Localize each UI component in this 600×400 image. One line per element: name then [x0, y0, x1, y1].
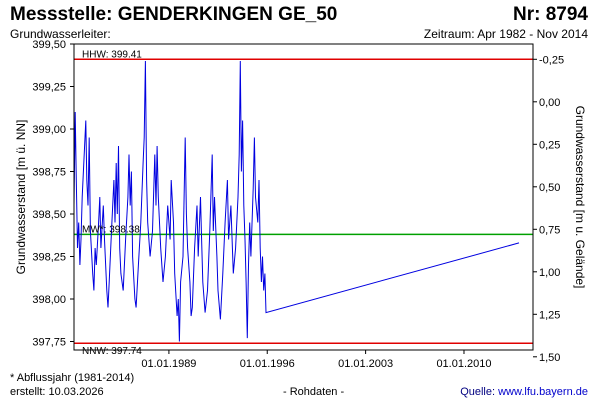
- y-tick-label: 398,25: [32, 252, 66, 264]
- y2-tick-label: 1,00: [539, 267, 560, 279]
- y2-tick-label: 0,50: [539, 182, 560, 194]
- source: Quelle: www.lfu.bayern.de: [460, 386, 588, 398]
- series-line: [73, 60, 520, 342]
- period-label: Zeitraum: Apr 1982 - Nov 2014: [423, 27, 588, 41]
- x-tick-label: 01.01.2003: [338, 358, 393, 370]
- plot-frame: [73, 43, 534, 351]
- y-tick-label: 399,00: [32, 124, 66, 136]
- y2-axis-title: Grundwasserstand [m u. Gelände]: [573, 106, 587, 289]
- y-axis-title: Grundwasserstand [m ü. NN]: [14, 120, 28, 275]
- x-tick-label: 01.01.2010: [436, 358, 491, 370]
- y-tick-label: 399,50: [32, 39, 66, 51]
- station-number: Nr: 8794: [513, 4, 588, 25]
- x-tick-label: 01.01.1996: [240, 358, 295, 370]
- y2-tick-label: 0,25: [539, 139, 560, 151]
- x-tick-label: 01.01.1989: [141, 358, 196, 370]
- y-tick-label: 398,50: [32, 209, 66, 221]
- source-label: Quelle:: [460, 386, 496, 398]
- y-tick-label: 399,25: [32, 82, 66, 94]
- y2-tick-label: 0,00: [539, 97, 560, 109]
- aquifer-label: Grundwasserleiter:: [10, 27, 111, 41]
- page-title: Messstelle: GENDERKINGEN GE_50: [10, 4, 338, 25]
- y-tick-label: 398,00: [32, 294, 66, 306]
- y2-tick-label: 1,50: [539, 352, 560, 364]
- y2-tick-label: 1,25: [539, 309, 560, 321]
- reference-label: NNW: 397.74: [82, 346, 142, 357]
- created-date: erstellt: 10.03.2026: [10, 386, 104, 398]
- y-tick-label: 397,75: [32, 337, 66, 349]
- reference-label: HHW: 399.41: [82, 49, 142, 60]
- footnote: * Abflussjahr (1981-2014): [10, 372, 135, 384]
- rawdata-label: - Rohdaten -: [283, 386, 345, 398]
- source-link[interactable]: www.lfu.bayern.de: [498, 386, 588, 398]
- reference-label: MW*: 398.38: [82, 224, 140, 235]
- y2-tick-label: 0,75: [539, 224, 560, 236]
- y2-tick-label: -0,25: [539, 54, 564, 66]
- y-tick-label: 398,75: [32, 167, 66, 179]
